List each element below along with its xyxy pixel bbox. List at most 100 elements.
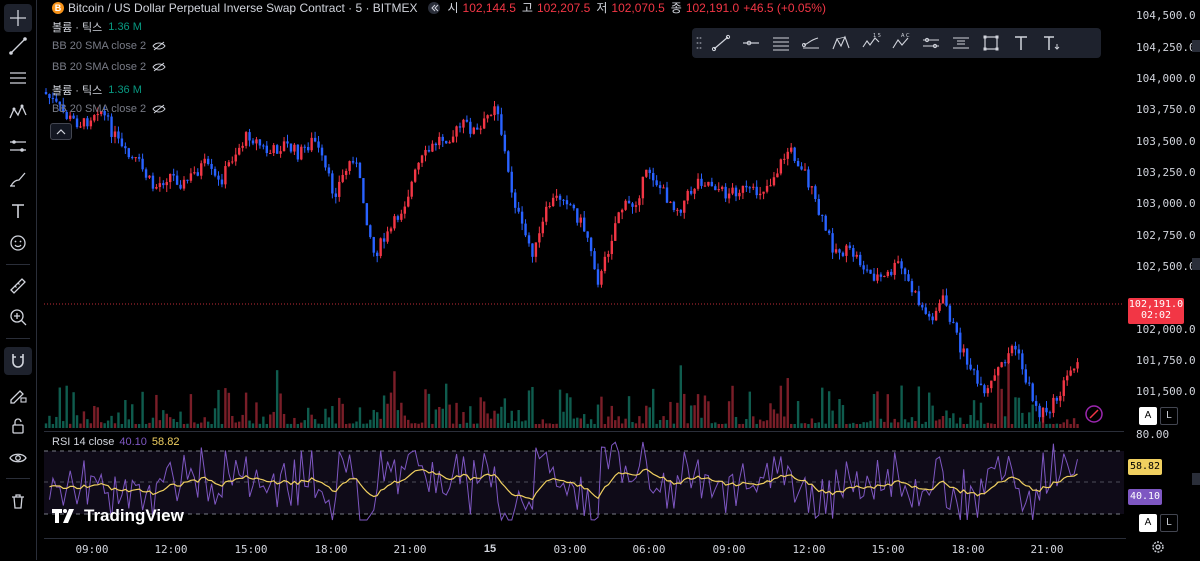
volume-bar	[921, 423, 924, 428]
eye-icon[interactable]	[4, 444, 32, 472]
candle-body	[541, 221, 544, 234]
volume-bar	[938, 419, 941, 428]
auto-scale-button[interactable]: A	[1139, 407, 1157, 425]
symbol-legend[interactable]: B Bitcoin / US Dollar Perpetual Inverse …	[52, 0, 826, 16]
candle-body	[589, 237, 593, 252]
trendline-tool-icon[interactable]	[706, 28, 736, 58]
candle-body	[872, 273, 876, 281]
rsi-log-scale-button[interactable]: L	[1160, 514, 1178, 532]
volume-bar	[907, 422, 910, 428]
hidden-eye-icon[interactable]	[152, 104, 166, 114]
volume-bar	[893, 418, 896, 428]
text-note-icon[interactable]	[1036, 28, 1066, 58]
volume-bar	[251, 423, 255, 428]
drag-handle-icon[interactable]	[692, 28, 706, 58]
volume-legend-1[interactable]: 볼륨 · 틱스 1.36 M	[52, 19, 142, 35]
abcd-pattern-icon[interactable]: A C	[886, 28, 916, 58]
volume-bar	[420, 422, 424, 428]
volume-bar	[617, 416, 620, 428]
replay-icon[interactable]	[427, 2, 441, 14]
time-axis[interactable]: 09:00 12:00 15:00 18:00 21:00 15 03:00 0…	[44, 538, 1126, 561]
volume-bar	[848, 423, 852, 428]
text-icon[interactable]	[4, 197, 32, 225]
crosshair-icon[interactable]	[4, 4, 32, 32]
settings-gear-icon[interactable]	[1150, 539, 1166, 555]
fib-icon[interactable]	[4, 64, 32, 92]
measure-lines-icon[interactable]	[4, 132, 32, 160]
candle-body	[355, 162, 358, 164]
text-tool-icon[interactable]	[1006, 28, 1036, 58]
pane-menu-icon[interactable]	[1192, 473, 1200, 485]
zoom-icon[interactable]	[4, 303, 32, 331]
price-axis[interactable]: 104,500.0 104,250.0 104,000.0 103,750.0 …	[1126, 0, 1200, 540]
volume-bar	[741, 423, 745, 428]
volume-bar	[638, 416, 641, 428]
price-chart[interactable]	[44, 0, 1124, 560]
bb-legend-1[interactable]: BB 20 SMA close 2	[52, 40, 166, 52]
brush-icon[interactable]	[4, 165, 32, 193]
candle-body	[676, 209, 679, 211]
volume-bar	[48, 415, 51, 428]
candle-body	[959, 332, 962, 353]
lock-icon[interactable]	[4, 412, 32, 440]
horizontal-ray-icon[interactable]	[736, 28, 766, 58]
price-range-icon[interactable]	[946, 28, 976, 58]
candle-body	[386, 231, 389, 242]
hidden-eye-icon[interactable]	[152, 62, 166, 72]
bb-legend-2[interactable]: BB 20 SMA close 2	[52, 61, 166, 73]
volume-bar	[82, 411, 86, 428]
volume-bar	[700, 417, 703, 428]
tradingview-logo[interactable]: TradingView	[52, 506, 184, 526]
volume-bar	[824, 423, 827, 428]
elliott-wave-icon[interactable]: 1 5	[856, 28, 886, 58]
symbol-title[interactable]: Bitcoin / US Dollar Perpetual Inverse Sw…	[68, 1, 418, 15]
candle-body	[534, 242, 538, 257]
candle-body	[1076, 362, 1079, 369]
price-tick: 103,500.0	[1136, 135, 1196, 148]
hidden-eye-icon[interactable]	[152, 41, 166, 51]
magnet-icon[interactable]	[4, 347, 32, 375]
volume-bar	[275, 370, 279, 428]
volume-bar	[772, 409, 776, 428]
rsi-legend[interactable]: RSI 14 close 40.10 58.82	[52, 436, 179, 448]
volume-bar	[489, 418, 493, 428]
volume-bar	[417, 423, 420, 428]
emoji-icon[interactable]	[4, 229, 32, 257]
candle-body	[514, 192, 517, 208]
candle-body	[348, 161, 351, 171]
trash-icon[interactable]	[4, 487, 32, 515]
volume-bar	[727, 401, 731, 428]
candle-body	[662, 187, 665, 189]
date-range-icon[interactable]	[916, 28, 946, 58]
pane-menu-icon[interactable]	[1192, 258, 1200, 270]
volume-legend-2[interactable]: 볼륨 · 틱스 1.36 M	[52, 82, 142, 98]
rectangle-icon[interactable]	[976, 28, 1006, 58]
collapse-legend-button[interactable]	[50, 123, 72, 140]
volume-bar	[662, 416, 665, 428]
bb-legend-3[interactable]: BB 20 SMA close 2	[52, 103, 166, 115]
pane-menu-icon[interactable]	[1192, 40, 1200, 52]
volume-bar	[928, 392, 931, 428]
volume-bar	[548, 423, 551, 428]
lock-drawing-icon[interactable]	[4, 381, 32, 409]
volume-bar	[831, 410, 834, 428]
xabcd-pattern-icon[interactable]	[826, 28, 856, 58]
volume-bar	[669, 401, 672, 428]
rsi-auto-scale-button[interactable]: A	[1139, 514, 1157, 532]
candle-body	[438, 136, 441, 146]
volume-bar	[103, 423, 106, 428]
candle-body	[990, 380, 993, 389]
parallel-channel-icon[interactable]	[766, 28, 796, 58]
log-scale-button[interactable]: L	[1160, 407, 1178, 425]
drawing-toolbar[interactable]: 1 5 A C	[692, 28, 1101, 58]
candle-body	[924, 307, 927, 314]
regression-icon[interactable]	[796, 28, 826, 58]
ruler-icon[interactable]	[4, 272, 32, 300]
volume-bar	[714, 422, 717, 428]
volume-bar	[493, 410, 496, 428]
candle-body	[786, 151, 789, 159]
pattern-icon[interactable]	[4, 98, 32, 126]
volume-bar	[1000, 388, 1003, 428]
trendline-icon[interactable]	[4, 32, 32, 60]
candle-body	[627, 200, 631, 204]
